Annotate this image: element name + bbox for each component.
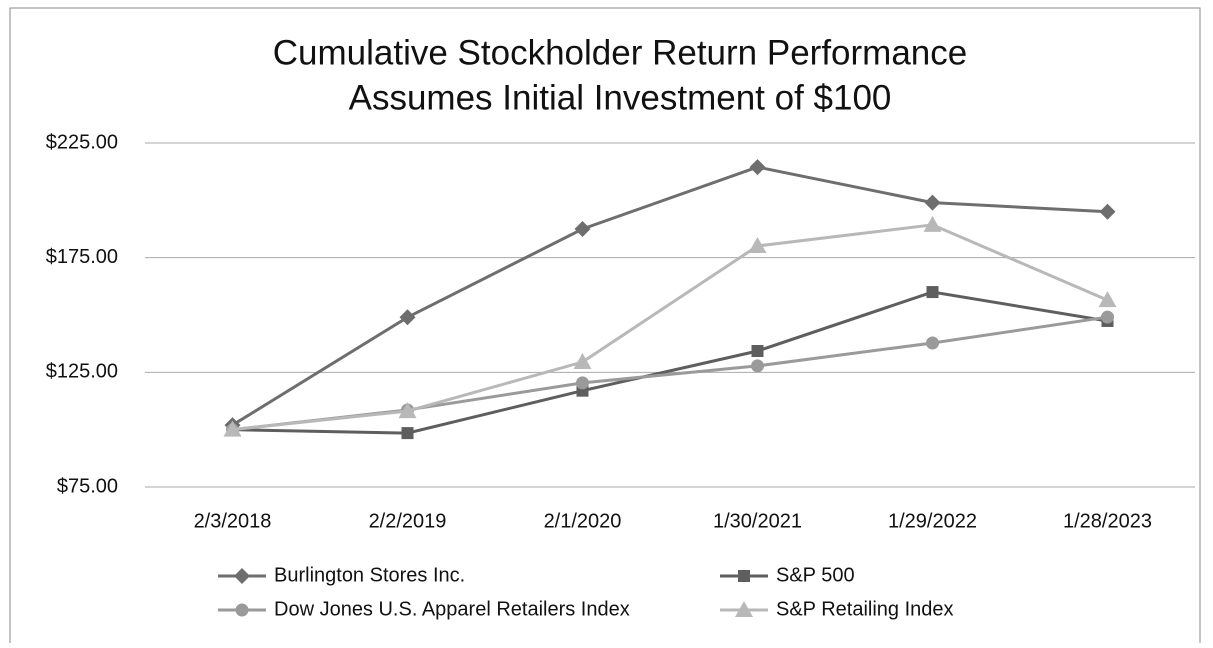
marker: [749, 159, 766, 176]
marker: [401, 427, 414, 440]
marker: [926, 336, 939, 350]
series-line: [232, 315, 1108, 432]
y-tick-label: $175.00: [46, 246, 118, 268]
marker: [1101, 310, 1114, 324]
marker: [751, 345, 764, 358]
marker: [399, 309, 416, 326]
y-tick-label: $125.00: [46, 361, 118, 383]
marker: [235, 603, 249, 617]
x-tick-label: 1/28/2023: [1063, 510, 1152, 532]
marker: [1099, 203, 1116, 220]
marker: [573, 353, 592, 370]
x-tick-label: 2/3/2018: [194, 510, 272, 532]
legend-label: S&P Retailing Index: [776, 598, 954, 620]
marker: [751, 359, 764, 373]
chart-subtitle: Assumes Initial Investment of $100: [349, 78, 892, 117]
marker: [574, 221, 591, 237]
x-tick-label: 1/30/2021: [713, 510, 802, 532]
x-tick-label: 2/1/2020: [544, 510, 622, 532]
frame: [9, 7, 1201, 648]
series-line: [232, 223, 1109, 432]
marker: [576, 376, 589, 390]
marker: [738, 570, 750, 582]
marker: [1098, 291, 1117, 308]
x-tick-label: 1/29/2022: [888, 510, 977, 532]
series-line: [232, 290, 1108, 435]
marker: [926, 286, 939, 299]
series-line: [231, 165, 1108, 427]
marker: [735, 601, 753, 617]
marker: [923, 215, 942, 232]
legend-label: Dow Jones U.S. Apparel Retailers Index: [274, 598, 630, 620]
marker: [398, 402, 417, 419]
legend-label: S&P 500: [776, 564, 855, 586]
marker: [234, 568, 250, 584]
marker: [223, 420, 242, 437]
y-tick-label: $225.00: [46, 131, 118, 153]
marker: [924, 194, 941, 211]
chart-title: Cumulative Stockholder Return Performanc…: [273, 33, 967, 72]
x-tick-label: 2/2/2019: [369, 510, 447, 532]
y-tick-label: $75.00: [57, 475, 118, 497]
marker: [748, 236, 767, 253]
legend-label: Burlington Stores Inc.: [274, 564, 465, 586]
